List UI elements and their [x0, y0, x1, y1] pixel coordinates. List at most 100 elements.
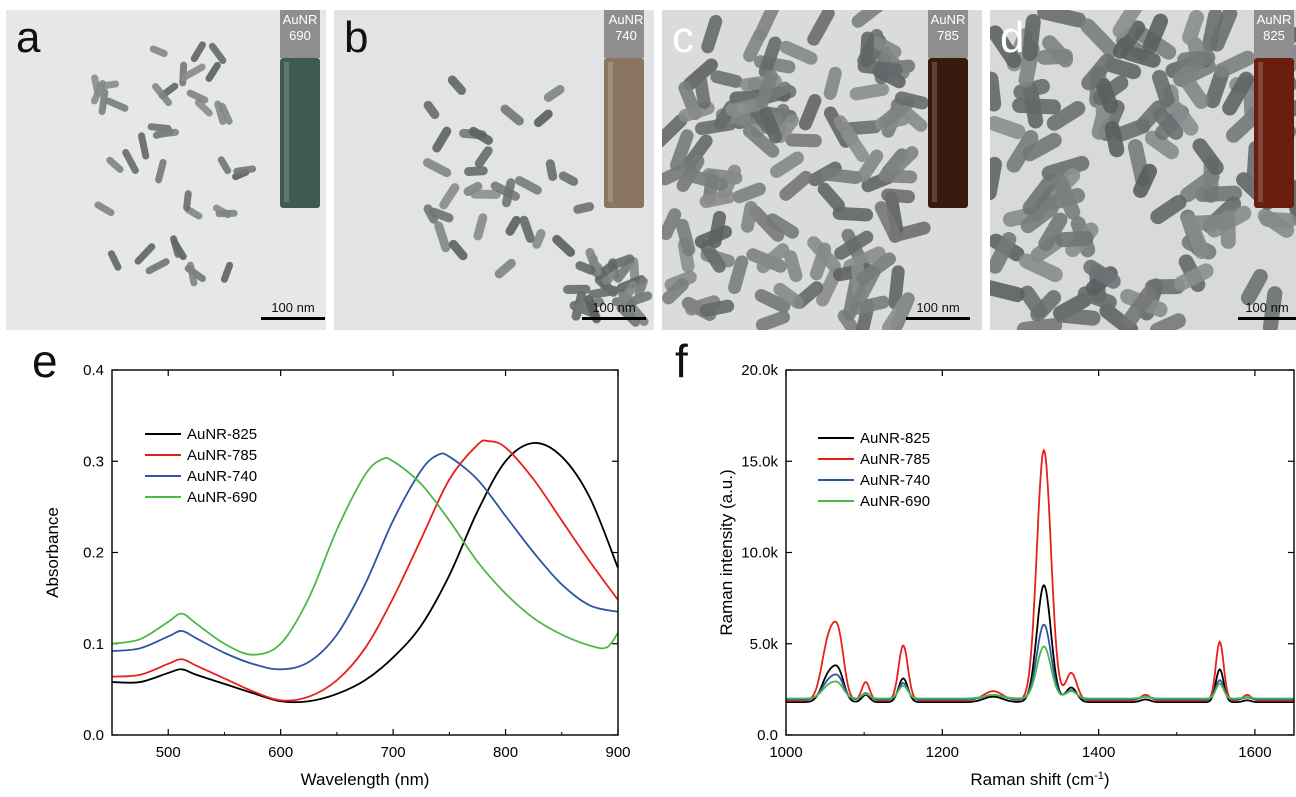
nanorod: [134, 243, 156, 265]
nanorod: [894, 91, 929, 110]
nanorod: [1052, 174, 1081, 220]
nanorod: [208, 42, 227, 65]
nanorod: [532, 228, 546, 249]
vial-label-b: AuNR 740: [604, 12, 648, 44]
nanorod: [155, 158, 167, 184]
vial-highlight: [1258, 62, 1263, 202]
nanorod: [1182, 10, 1204, 45]
nanorod: [1019, 285, 1048, 319]
y-tick-label: 0.0: [757, 727, 778, 744]
nanorod: [1177, 49, 1216, 68]
scale-bar-a: [261, 317, 325, 320]
legend-entry: AuNR-785: [187, 447, 257, 464]
nanorod: [474, 146, 493, 168]
tem-panel-a: a AuNR 690 100 nm: [6, 10, 326, 330]
nanorod: [784, 250, 803, 283]
nanorod: [990, 232, 1017, 274]
series-line-aunr-825: [112, 442, 618, 704]
nanorod: [743, 29, 766, 63]
nanorod: [584, 294, 602, 324]
nanorod: [190, 41, 206, 63]
nanorod: [1016, 317, 1063, 330]
tem-micrograph-c: [662, 10, 982, 330]
nanorod: [849, 295, 890, 315]
scale-bar-c: [906, 317, 970, 320]
panel-letter-e: e: [32, 335, 58, 387]
x-axis-label: Raman shift (cm-1): [970, 770, 1109, 789]
x-tick-label: 1400: [1082, 744, 1115, 761]
nanorod: [1150, 194, 1187, 225]
y-tick-label: 0.0: [83, 727, 104, 744]
nanorod: [725, 98, 763, 117]
nanorod: [152, 83, 173, 107]
nanorod: [573, 202, 595, 214]
scale-label-b: 100 nm: [592, 300, 636, 315]
nanorod: [470, 189, 501, 199]
nanorod: [701, 15, 723, 54]
nanorod: [448, 239, 468, 261]
nanorod: [779, 40, 818, 65]
nanorod: [710, 70, 743, 88]
nanorod: [98, 88, 109, 115]
nanorod: [1180, 169, 1220, 203]
nanorod: [434, 221, 451, 253]
vial-cap: [1254, 10, 1294, 58]
nanorod: [447, 75, 467, 96]
nanorod: [218, 102, 233, 125]
vial-highlight: [284, 62, 289, 202]
nanorod: [501, 178, 516, 208]
nanorod: [145, 258, 170, 275]
nanorod: [1181, 212, 1210, 259]
series-line-aunr-825: [786, 584, 1294, 703]
panel-letter-d: d: [1000, 13, 1025, 62]
plot-frame: [111, 369, 619, 736]
nanorod: [1149, 313, 1186, 330]
nanorod: [630, 291, 653, 306]
nanorod: [770, 151, 804, 178]
tem-micrograph-a: [6, 10, 326, 330]
nanorod: [1006, 129, 1039, 173]
x-axis-label-end: ): [1104, 770, 1110, 789]
nanorod: [699, 299, 735, 317]
nanorod: [618, 280, 639, 308]
panel-letter-a: a: [16, 13, 41, 62]
y-tick-label: 0.1: [83, 636, 104, 653]
vial-highlight: [932, 62, 937, 202]
nanorod: [1104, 120, 1125, 158]
x-tick-label: 1200: [926, 744, 959, 761]
legend-entry: AuNR-690: [187, 489, 257, 506]
nanorod: [1080, 18, 1119, 58]
nanorod: [755, 310, 791, 330]
vial-highlight: [608, 62, 613, 202]
panel-letter-b: b: [344, 13, 369, 62]
nanorod: [758, 36, 782, 79]
vial-liquid: [928, 58, 968, 208]
plot-frame: [785, 369, 1295, 736]
nanorod: [563, 284, 591, 295]
legend-entry: AuNR-825: [860, 430, 930, 447]
nanorod: [1120, 45, 1161, 68]
nanorod: [505, 215, 521, 236]
nanorod: [662, 278, 689, 305]
nanorod: [728, 255, 749, 295]
nanorod: [807, 10, 835, 46]
nanorod: [662, 160, 696, 186]
nanorod: [594, 261, 616, 280]
nanorod: [834, 230, 874, 260]
absorbance-chart: 500 600 700 800 900 0.0 0.1 0.2 0.3 0.4 Wavelength…: [43, 362, 630, 789]
nanorod: [186, 89, 209, 104]
vial-liquid: [604, 58, 644, 208]
nanorod: [740, 200, 758, 233]
nanorod: [217, 156, 232, 175]
nanorod: [1214, 50, 1256, 79]
nanorod: [1083, 259, 1121, 289]
nanorod: [1081, 53, 1115, 91]
nanorod: [1046, 101, 1086, 131]
nanorod: [170, 235, 182, 258]
y-tick-label: 0.3: [83, 453, 104, 470]
nanorod: [851, 10, 891, 28]
nanorod: [432, 126, 452, 153]
scale-bar-b: [582, 317, 646, 320]
x-tick-label: 600: [268, 744, 293, 761]
nanorod: [533, 109, 553, 128]
